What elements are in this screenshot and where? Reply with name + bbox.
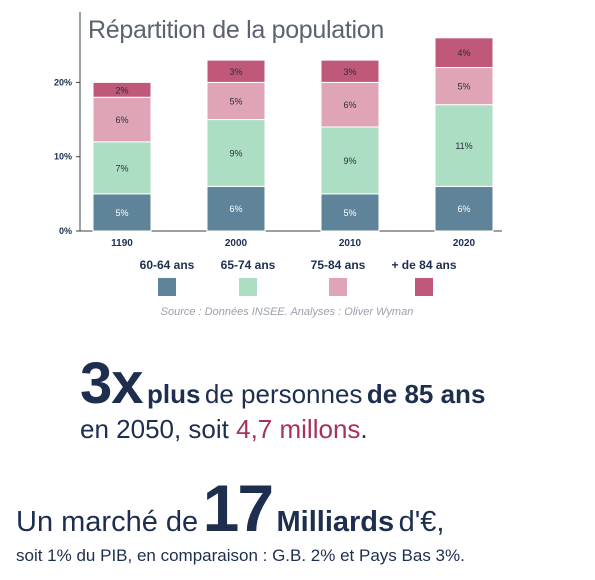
data-label: 5% — [343, 208, 356, 218]
bar-segment — [320, 59, 380, 83]
x-tick-label: 1190 — [111, 238, 133, 249]
data-label: 5% — [229, 96, 242, 106]
headline-plus: plus — [146, 379, 201, 409]
line2-text: en 2050, soit — [80, 414, 229, 444]
headline-multiplier: 3x — [80, 351, 144, 416]
data-label: 9% — [229, 148, 242, 158]
market-unit: Milliards — [276, 506, 395, 538]
x-tick-label: 2010 — [339, 238, 362, 249]
data-label: 6% — [115, 115, 128, 125]
bar-segment — [320, 81, 380, 128]
legend-swatch — [158, 278, 176, 296]
legend-swatch — [415, 278, 433, 296]
bar-segment — [434, 185, 494, 232]
data-label: 4% — [457, 48, 470, 58]
bar-segment — [92, 96, 152, 143]
bar-segment — [92, 193, 152, 232]
data-label: 6% — [457, 204, 470, 214]
bar-segment — [92, 81, 152, 98]
chart-legend: 60-64 ans 65-74 ans 75-84 ans + de 84 an… — [0, 258, 595, 302]
legend-item-84-plus: + de 84 ans — [369, 258, 479, 296]
legend-swatch — [329, 278, 347, 296]
y-tick-label: 20% — [54, 77, 72, 87]
legend-item-65-74: 65-74 ans — [193, 258, 303, 296]
bar-segment — [434, 104, 494, 187]
data-label: 3% — [343, 67, 356, 77]
market-figure: 17 — [202, 471, 274, 545]
bar-segment — [206, 185, 266, 232]
pib-comparison: soit 1% du PIB, en comparaison : G.B. 2%… — [16, 546, 465, 565]
data-label: 3% — [229, 67, 242, 77]
data-label: 11% — [455, 141, 472, 151]
chart-title: Répartition de la population — [88, 16, 384, 44]
bar-segment — [206, 59, 266, 83]
data-label: 5% — [457, 82, 470, 92]
data-label: 9% — [343, 156, 356, 166]
data-label: 2% — [115, 85, 128, 95]
bar-segment — [434, 37, 494, 69]
market-currency: d'€, — [398, 506, 445, 538]
market-text: Un marché de — [16, 506, 199, 538]
data-label: 5% — [115, 208, 128, 218]
headline: 3x plus de personnes de 85 ans — [80, 350, 485, 417]
y-tick-label: 0% — [59, 226, 72, 236]
data-label: 7% — [115, 163, 128, 173]
legend-label: + de 84 ans — [391, 258, 457, 272]
bar-segment — [434, 67, 494, 106]
legend-swatch — [239, 278, 257, 296]
bar-segment — [206, 119, 266, 187]
data-label: 6% — [229, 204, 242, 214]
bar-segment — [206, 81, 266, 121]
market-statement: Un marché de 17 Milliards d'€, — [16, 470, 444, 546]
source-note: Source : Données INSEE. Analyses : Olive… — [160, 306, 414, 318]
legend-item-75-84: 75-84 ans — [283, 258, 393, 296]
x-tick-label: 2020 — [453, 238, 476, 249]
headline-age: de 85 ans — [366, 379, 486, 409]
x-tick-label: 2000 — [225, 238, 248, 249]
data-label: 6% — [343, 100, 356, 110]
legend-item-60-64: 60-64 ans — [112, 258, 222, 296]
headline-line2: en 2050, soit 4,7 millons. — [80, 414, 368, 445]
line2-accent: 4,7 millons — [236, 414, 361, 444]
bar-segment — [92, 141, 152, 195]
legend-label: 75-84 ans — [310, 258, 366, 272]
legend-label: 65-74 ans — [220, 258, 276, 272]
bar-segment — [320, 126, 380, 195]
line2-period: . — [360, 414, 368, 444]
headline-text: de personnes — [204, 379, 363, 409]
legend-label: 60-64 ans — [139, 258, 195, 272]
y-tick-label: 10% — [54, 152, 72, 162]
stacked-bar-chart: 0% 10% 20% 5% 7% 6% 2% 1190 6% 9% 5% 3% 2000 5% 9% 6% 3%… — [54, 12, 502, 249]
